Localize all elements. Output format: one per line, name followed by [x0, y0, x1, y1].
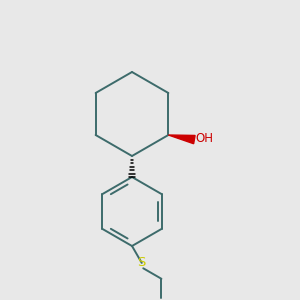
Polygon shape	[168, 135, 195, 144]
Text: OH: OH	[196, 133, 214, 146]
Text: S: S	[138, 256, 146, 269]
